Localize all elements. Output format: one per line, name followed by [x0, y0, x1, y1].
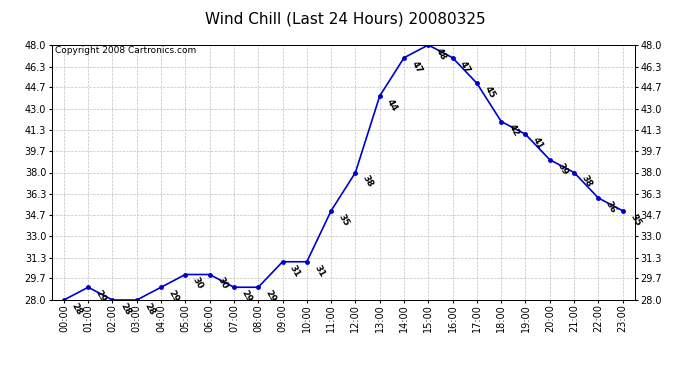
Text: 28: 28 — [70, 302, 83, 317]
Text: 28: 28 — [118, 302, 132, 317]
Text: 48: 48 — [434, 46, 448, 62]
Text: 45: 45 — [482, 85, 497, 100]
Text: 44: 44 — [385, 98, 400, 113]
Text: 41: 41 — [531, 136, 545, 151]
Text: 35: 35 — [628, 212, 642, 228]
Text: Wind Chill (Last 24 Hours) 20080325: Wind Chill (Last 24 Hours) 20080325 — [205, 11, 485, 26]
Text: 38: 38 — [580, 174, 593, 189]
Text: 35: 35 — [337, 212, 351, 228]
Text: 38: 38 — [361, 174, 375, 189]
Text: 29: 29 — [94, 289, 108, 304]
Text: 28: 28 — [142, 302, 157, 317]
Text: Copyright 2008 Cartronics.com: Copyright 2008 Cartronics.com — [55, 46, 196, 55]
Text: 31: 31 — [313, 263, 326, 279]
Text: 29: 29 — [166, 289, 181, 304]
Text: 31: 31 — [288, 263, 302, 279]
Text: 29: 29 — [239, 289, 254, 304]
Text: 47: 47 — [410, 59, 424, 75]
Text: 47: 47 — [458, 59, 473, 75]
Text: 30: 30 — [215, 276, 229, 291]
Text: 36: 36 — [604, 200, 618, 215]
Text: 30: 30 — [191, 276, 205, 291]
Text: 39: 39 — [555, 161, 569, 177]
Text: 42: 42 — [506, 123, 521, 138]
Text: 29: 29 — [264, 289, 278, 304]
